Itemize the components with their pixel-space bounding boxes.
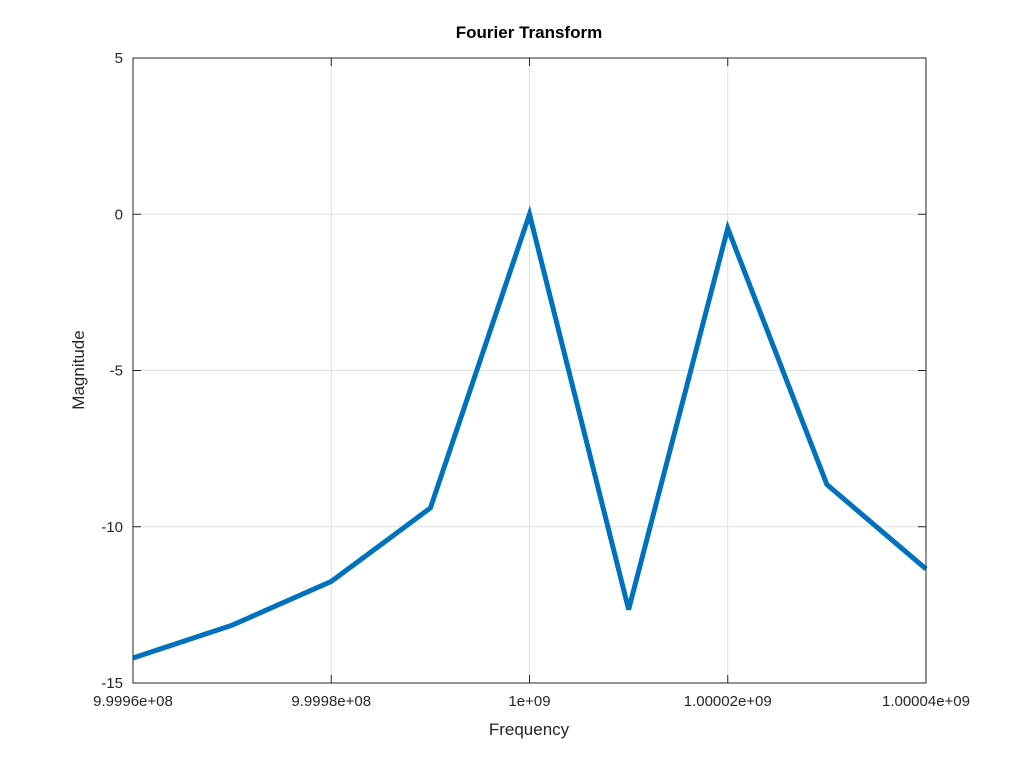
series-layer <box>132 205 928 661</box>
chart-title: Fourier Transform <box>456 23 602 42</box>
x-tick-labels: 9.9996e+08 9.9998e+08 1e+09 1.00002e+09 1.00… <box>93 693 970 710</box>
y-tick-label: -5 <box>110 363 123 380</box>
x-tick-label: 1.00004e+09 <box>882 693 970 710</box>
magnitude-series-line <box>132 205 928 661</box>
x-axis-label: Frequency <box>489 720 570 739</box>
y-axis-label: Magnitude <box>69 330 88 409</box>
x-tick-label: 9.9996e+08 <box>93 693 173 710</box>
tick-marks <box>132 57 927 684</box>
y-tick-labels: -15 -10 -5 0 5 <box>101 50 123 692</box>
y-tick-label: 5 <box>115 50 123 67</box>
x-tick-label: 1.00002e+09 <box>684 693 772 710</box>
x-tick-label: 9.9998e+08 <box>291 693 371 710</box>
y-tick-label: -10 <box>101 519 123 536</box>
x-tick-label: 1e+09 <box>508 693 550 710</box>
y-tick-label: -15 <box>101 675 123 692</box>
y-tick-label: 0 <box>115 206 123 223</box>
